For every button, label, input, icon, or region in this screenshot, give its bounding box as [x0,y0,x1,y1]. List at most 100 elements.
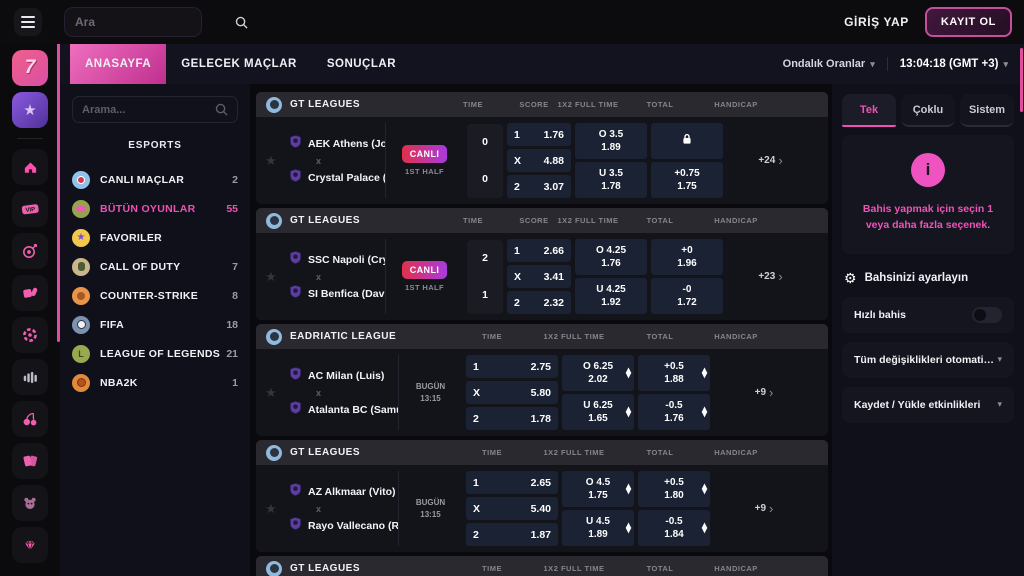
odd-button-handicap[interactable]: -0.5 1.76 ▴ ▾ [638,394,710,430]
odd-label: 1 [473,360,479,373]
dice-icon[interactable] [12,275,48,311]
mascot-icon[interactable] [12,485,48,521]
sidebar-item-cod[interactable]: CALL OF DUTY 7 [72,252,238,281]
betslip-tab-coklu[interactable]: Çoklu [901,94,955,127]
home-icon[interactable] [12,149,48,185]
cards-icon[interactable] [12,443,48,479]
tab-gelecek-maclar[interactable]: GELECEK MAÇLAR [181,58,297,70]
global-search-input[interactable] [75,15,235,29]
column-header-1x2-full-time: 1X2 FULL TIME [543,564,605,573]
odd-button-handicap[interactable]: +0 1.96 [651,239,723,275]
sidebar-search-input[interactable] [82,103,215,116]
odd-button-1x2[interactable]: 2 1.87 [466,523,558,546]
odds-format-dropdown[interactable]: Ondalık Oranlar ▾ [783,58,875,70]
betslip-tab-tek[interactable]: Tek [842,94,896,127]
odd-button-1x2[interactable]: X 5.80 [466,381,558,404]
target-icon[interactable] [12,233,48,269]
page-scrollbar[interactable] [1020,48,1023,112]
cherries-icon[interactable] [12,401,48,437]
rail-scrollbar[interactable] [57,42,60,342]
odds-stepper-icon[interactable]: ▴ ▾ [625,365,631,381]
x12-odds: 1 1.76 X 4.88 2 3.07 [507,123,571,198]
vip-icon[interactable]: VIP [12,191,48,227]
mascot-avatar[interactable]: ★ [12,92,48,128]
login-button[interactable]: GİRİŞ YAP [844,15,909,29]
sidebar-item-cs[interactable]: COUNTER-STRIKE 8 [72,281,238,310]
odd-button-total[interactable]: O 4.25 1.76 [575,239,647,275]
register-button[interactable]: KAYIT OL [924,7,1012,37]
favorite-star-icon[interactable]: ★ [265,384,277,400]
odds-stepper-icon[interactable]: ▴ ▾ [701,404,707,420]
column-header-total: TOTAL [646,100,674,109]
odd-button-total[interactable]: U 3.5 1.78 [575,162,647,198]
auto-accept-dropdown[interactable]: Tüm değişiklikleri otomatik olara... ▾ [842,341,1014,378]
sidebar-item-live[interactable]: CANLI MAÇLAR 2 [72,165,238,194]
odd-button-total[interactable]: U 4.25 1.92 [575,278,647,314]
favorite-star-icon[interactable]: ★ [265,268,277,284]
odd-button-total[interactable]: O 4.5 1.75 ▴ ▾ [562,471,634,507]
odds-stepper-icon[interactable]: ▴ ▾ [625,404,631,420]
home-team-name: AC Milan (Luis) [308,369,385,382]
odd-button-1x2[interactable]: 1 2.65 [466,471,558,494]
odd-value: 5.40 [530,502,551,515]
favorite-star-icon[interactable]: ★ [265,152,277,168]
odd-button-1x2[interactable]: X 3.41 [507,265,571,288]
odd-value: 1.76 [601,258,621,269]
odd-button-handicap[interactable]: +0.5 1.80 ▴ ▾ [638,471,710,507]
sidebar-item-fifa[interactable]: FIFA 18 [72,310,238,339]
odd-button-1x2[interactable]: 2 1.78 [466,407,558,430]
live-badge: CANLI [401,145,448,163]
roulette-icon[interactable] [12,317,48,353]
odd-button-handicap[interactable]: +0.5 1.88 ▴ ▾ [638,355,710,391]
favorite-star-icon[interactable]: ★ [265,500,277,516]
more-markets-button[interactable]: +9 › [710,386,818,399]
save-load-dropdown[interactable]: Kaydet / Yükle etkinlikleri ▾ [842,386,1014,423]
sidebar-item-gamepad[interactable]: BÜTÜN OYUNLAR 55 [72,194,238,223]
odds-stepper-icon[interactable]: ▴ ▾ [625,481,631,497]
sidebar-item-lol[interactable]: L LEAGUE OF LEGENDS 21 [72,339,238,368]
odd-label: 1 [514,244,520,257]
quick-bet-row: Hızlı bahis [842,296,1014,333]
odd-button-1x2[interactable]: 2 3.07 [507,175,571,198]
betslip-tab-sistem[interactable]: Sistem [960,94,1014,127]
odd-button-1x2[interactable]: 1 2.75 [466,355,558,378]
more-markets-button[interactable]: +9 › [710,502,818,515]
odd-button-handicap[interactable]: -0 1.72 [651,278,723,314]
more-markets-button[interactable]: +23 › [723,270,818,283]
search-icon [235,16,248,29]
odd-button-1x2[interactable]: 1 1.76 [507,123,571,146]
odd-button-handicap[interactable]: -0.5 1.84 ▴ ▾ [638,510,710,546]
diamond-icon[interactable] [12,527,48,563]
odd-button-total[interactable]: U 4.5 1.89 ▴ ▾ [562,510,634,546]
odd-button-1x2[interactable]: X 5.40 [466,497,558,520]
odd-button-handicap[interactable] [651,123,723,159]
odd-button-1x2[interactable]: 2 2.32 [507,291,571,314]
stats-icon[interactable] [12,359,48,395]
odd-button-handicap[interactable]: +0.75 1.75 [651,162,723,198]
odds-stepper-icon[interactable]: ▴ ▾ [701,481,707,497]
section-nav: ANASAYFA GELECEK MAÇLAR SONUÇLAR Ondalık… [60,44,1024,84]
team-crest-icon [290,482,301,501]
tab-sonuclar[interactable]: SONUÇLAR [326,58,396,70]
odd-button-1x2[interactable]: X 4.88 [507,149,571,172]
chevron-right-icon: › [778,152,783,168]
more-markets-button[interactable]: +24 › [723,152,818,168]
odd-button-total[interactable]: O 6.25 2.02 ▴ ▾ [562,355,634,391]
odd-button-total[interactable]: O 3.5 1.89 [575,123,647,159]
league-name: GT LEAGUES [290,563,361,574]
seven-logo[interactable]: 7 [12,50,48,86]
odd-button-1x2[interactable]: 1 2.66 [507,239,571,262]
match-list: GT LEAGUES TIME SCORE 1X2 FULL TIME TOTAL HAN… [250,84,832,576]
quick-bet-toggle[interactable] [972,306,1002,323]
timezone-dropdown[interactable]: 13:04:18 (GMT +3) ▾ [900,58,1008,70]
odds-stepper-icon[interactable]: ▴ ▾ [701,365,707,381]
odds-stepper-icon[interactable]: ▴ ▾ [701,520,707,536]
odds-stepper-icon[interactable]: ▴ ▾ [625,520,631,536]
tab-anasayfa[interactable]: ANASAYFA [70,44,167,84]
odd-button-total[interactable]: U 6.25 1.65 ▴ ▾ [562,394,634,430]
sidebar-item-nba[interactable]: NBA2K 1 [72,368,238,397]
sidebar-item-star[interactable]: ★ FAVORILER [72,223,238,252]
chevron-down-icon: ▾ [870,58,875,69]
hamburger-menu-icon[interactable] [14,8,42,36]
